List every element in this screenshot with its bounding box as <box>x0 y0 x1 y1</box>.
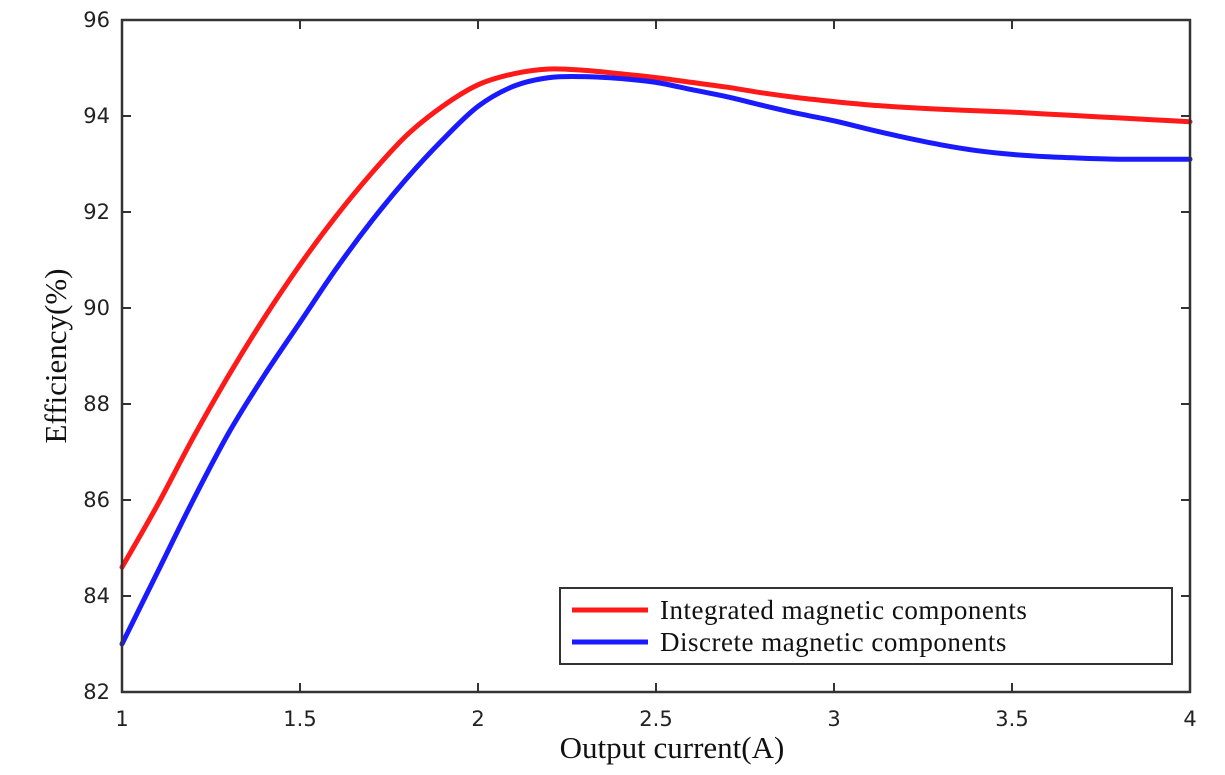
y-tick-label: 88 <box>83 392 110 416</box>
y-tick-label: 94 <box>83 104 110 128</box>
axes-frame <box>120 18 1192 694</box>
plot-area <box>122 20 1190 692</box>
legend-label-discrete: Discrete magnetic components <box>660 627 1007 657</box>
x-tick-label: 1 <box>115 707 128 731</box>
y-tick-label: 84 <box>83 584 110 608</box>
x-tick-label: 2 <box>471 707 484 731</box>
y-tick-label: 96 <box>83 8 110 32</box>
series-line-discrete <box>119 73 1193 647</box>
x-tick-label: 1.5 <box>283 707 316 731</box>
x-tick-label: 3.5 <box>995 707 1028 731</box>
y-tick-label: 86 <box>83 488 110 512</box>
x-axis-title: Output current(A) <box>560 730 785 765</box>
series-layer <box>119 66 1193 647</box>
x-tick-label: 3 <box>827 707 840 731</box>
x-tick-label: 2.5 <box>639 707 672 731</box>
legend-box <box>559 587 1173 665</box>
ticks-layer: 1 1.5 2 2.5 3 3.5 4 82 84 86 88 90 92 94 96 <box>83 8 1196 731</box>
y-tick-label: 92 <box>83 200 110 224</box>
y-tick-label: 82 <box>83 680 110 704</box>
legend-label-integrated: Integrated magnetic components <box>660 595 1027 625</box>
x-tick-label: 4 <box>1183 707 1196 731</box>
y-axis-title: Efficiency(%) <box>38 269 73 444</box>
y-tick-label: 90 <box>83 296 110 320</box>
axes-box <box>120 18 1192 694</box>
series-line-integrated <box>119 66 1193 570</box>
plot-background <box>122 20 1190 692</box>
